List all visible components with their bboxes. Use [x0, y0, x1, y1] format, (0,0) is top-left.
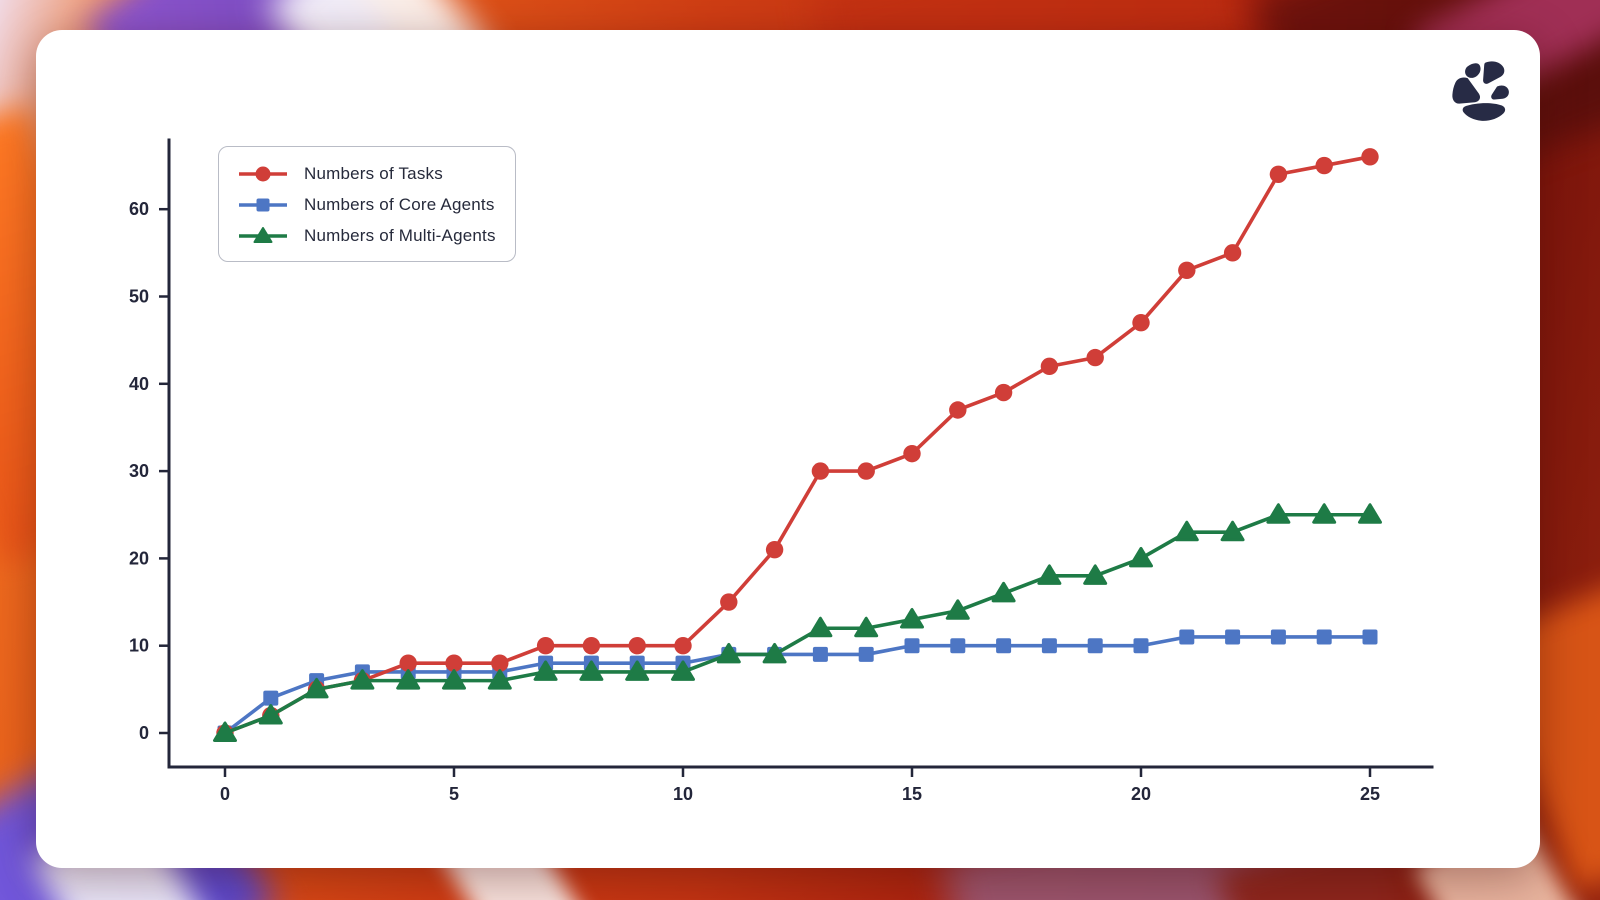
- x-axis-tick-label: 25: [1360, 784, 1380, 804]
- legend-swatch-core-agents-icon: [239, 198, 287, 211]
- data-point-marker: [1129, 546, 1153, 568]
- data-point-marker: [1179, 629, 1195, 645]
- series-line: [223, 512, 1372, 735]
- chart-card: 0 10 20 30 40 50 60 0 5 10 15 20 25 Numbers of Tasks…: [36, 30, 1540, 868]
- data-point-marker: [716, 642, 741, 664]
- data-point-marker: [1083, 564, 1108, 585]
- data-point-marker: [1087, 638, 1103, 654]
- y-axis-tick-label: 50: [129, 287, 149, 307]
- data-point-marker: [396, 669, 421, 690]
- data-point-marker: [762, 642, 787, 664]
- data-point-marker: [811, 462, 830, 480]
- line-chart: 0 10 20 30 40 50 60 0 5 10 15 20 25: [129, 138, 1434, 804]
- data-point-marker: [857, 462, 875, 480]
- data-point-marker: [1178, 261, 1196, 280]
- y-axis-tick-label: 10: [129, 636, 149, 656]
- data-point-marker: [579, 660, 604, 681]
- axis-spines: [167, 138, 1434, 769]
- data-point-marker: [625, 660, 650, 681]
- x-axis-tick-label: 0: [220, 784, 230, 804]
- x-axis-tick-label: 5: [449, 784, 459, 804]
- data-point-marker: [491, 654, 509, 672]
- data-point-marker: [442, 669, 466, 690]
- data-point-marker: [213, 721, 237, 742]
- data-point-marker: [263, 690, 279, 706]
- x-axis-tick-label: 10: [673, 784, 693, 804]
- data-point-marker: [533, 660, 558, 681]
- data-point-marker: [582, 637, 601, 655]
- data-point-marker: [904, 638, 920, 654]
- data-point-marker: [1225, 629, 1241, 645]
- data-point-marker: [536, 637, 555, 655]
- data-point-marker: [1361, 148, 1379, 166]
- data-point-marker: [1223, 244, 1242, 262]
- legend-label-multi-agents: Numbers of Multi-Agents: [304, 225, 496, 245]
- chart-legend: Numbers of Tasks Numbers of Core Agents …: [218, 146, 516, 262]
- legend-item-multi-agents: Numbers of Multi-Agents: [239, 220, 515, 251]
- data-point-marker: [1174, 520, 1199, 542]
- data-point-marker: [720, 593, 738, 611]
- data-point-marker: [1086, 348, 1104, 367]
- legend-swatch-tasks-icon: [239, 166, 287, 181]
- data-point-marker: [949, 401, 967, 419]
- y-axis-tick-label: 0: [139, 723, 149, 743]
- y-axis-tick-label: 60: [129, 199, 149, 219]
- data-point-marker: [258, 704, 283, 725]
- x-axis-tick-label: 20: [1131, 784, 1151, 804]
- legend-item-tasks: Numbers of Tasks: [239, 158, 515, 189]
- y-axis-tick-label: 20: [129, 548, 149, 568]
- data-point-marker: [858, 646, 874, 662]
- data-point-marker: [1316, 629, 1332, 645]
- data-point-marker: [1266, 503, 1291, 524]
- data-point-marker: [1362, 629, 1378, 645]
- segmented-sphere-logo-icon: [1452, 61, 1509, 121]
- data-point-marker: [487, 669, 512, 690]
- data-point-marker: [445, 654, 463, 672]
- data-point-marker: [1041, 638, 1057, 654]
- data-point-marker: [994, 383, 1013, 402]
- data-point-marker: [671, 660, 695, 681]
- data-point-marker: [1037, 564, 1062, 585]
- y-axis-tick-label: 30: [129, 461, 149, 481]
- x-axis-tick-label: 15: [902, 784, 922, 804]
- data-point-marker: [950, 638, 966, 654]
- data-point-marker: [674, 637, 692, 655]
- legend-label-core-agents: Numbers of Core Agents: [304, 194, 495, 214]
- data-point-marker: [903, 444, 921, 463]
- legend-sample-shape: [253, 226, 273, 243]
- legend-sample-shape: [255, 166, 271, 181]
- data-point-marker: [1220, 520, 1245, 542]
- data-point-marker: [1315, 156, 1333, 175]
- data-point-marker: [1269, 165, 1288, 183]
- data-point-marker: [1040, 357, 1059, 376]
- data-point-marker: [350, 669, 375, 690]
- data-point-marker: [1312, 503, 1337, 524]
- data-point-marker: [628, 637, 646, 655]
- data-point-marker: [1132, 313, 1150, 332]
- data-point-marker: [854, 616, 879, 638]
- legend-swatch-multi-agents-icon: [239, 226, 287, 243]
- data-point-marker: [945, 599, 970, 620]
- data-point-marker: [399, 654, 417, 672]
- data-point-marker: [812, 646, 828, 662]
- data-point-marker: [1133, 638, 1149, 654]
- legend-sample-shape: [256, 198, 270, 211]
- data-point-marker: [1270, 629, 1286, 645]
- data-point-marker: [1358, 503, 1382, 524]
- data-point-marker: [808, 616, 833, 638]
- data-point-marker: [991, 581, 1016, 603]
- data-point-marker: [304, 677, 329, 699]
- series-line: [223, 635, 1372, 735]
- data-point-marker: [996, 638, 1012, 654]
- y-axis-tick-label: 40: [129, 374, 149, 394]
- legend-label-tasks: Numbers of Tasks: [304, 163, 443, 183]
- data-point-marker: [765, 540, 784, 559]
- data-point-marker: [900, 608, 924, 629]
- legend-item-core-agents: Numbers of Core Agents: [239, 189, 515, 220]
